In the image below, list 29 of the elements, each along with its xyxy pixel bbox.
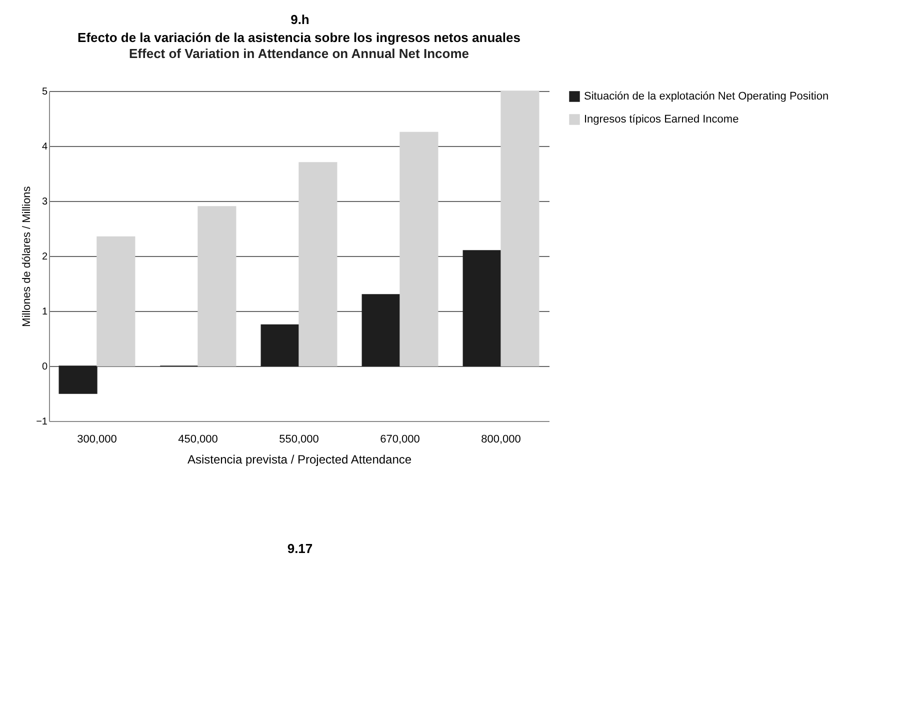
chart-title: Efecto de la variación de la asistencia sobre los ingresos netos anuales — [78, 30, 520, 45]
x-tick-label: 670,000 — [380, 434, 420, 446]
y-tick-label: 0 — [42, 362, 48, 372]
legend-label: Ingresos típicos Earned Income — [584, 114, 739, 126]
y-tick-label: 2 — [42, 252, 48, 262]
x-tick-label: 300,000 — [77, 434, 117, 446]
chart-subtitle: Effect of Variation in Attendance on Annual Net Income — [129, 46, 469, 61]
y-tick-label: 1 — [42, 306, 48, 318]
bar — [198, 206, 236, 366]
y-tick-label: 5 — [42, 86, 48, 98]
bar — [462, 250, 502, 366]
y-axis-title: Millones de dólares / Millions — [21, 186, 34, 327]
bar — [362, 294, 400, 366]
y-tick-label: 3 — [42, 196, 48, 208]
legend-label: Situación de la explotación Net Operating Position — [584, 90, 829, 102]
x-tick-label: 550,000 — [279, 434, 319, 446]
bar — [400, 132, 438, 366]
y-tick-label: 4 — [42, 142, 48, 152]
bar — [260, 324, 300, 366]
text: 9.h — [290, 12, 310, 27]
y-tick-label: −1 — [36, 416, 48, 428]
x-tick-label: 450,000 — [178, 434, 218, 446]
bar — [96, 236, 136, 366]
x-axis-title: Asistencia prevista / Projected Attendance — [187, 452, 412, 466]
x-tick-label: 800,000 — [481, 434, 521, 446]
bar — [298, 162, 338, 366]
bar — [58, 366, 98, 394]
bar — [500, 90, 540, 366]
text: 9.17 — [286, 541, 314, 556]
